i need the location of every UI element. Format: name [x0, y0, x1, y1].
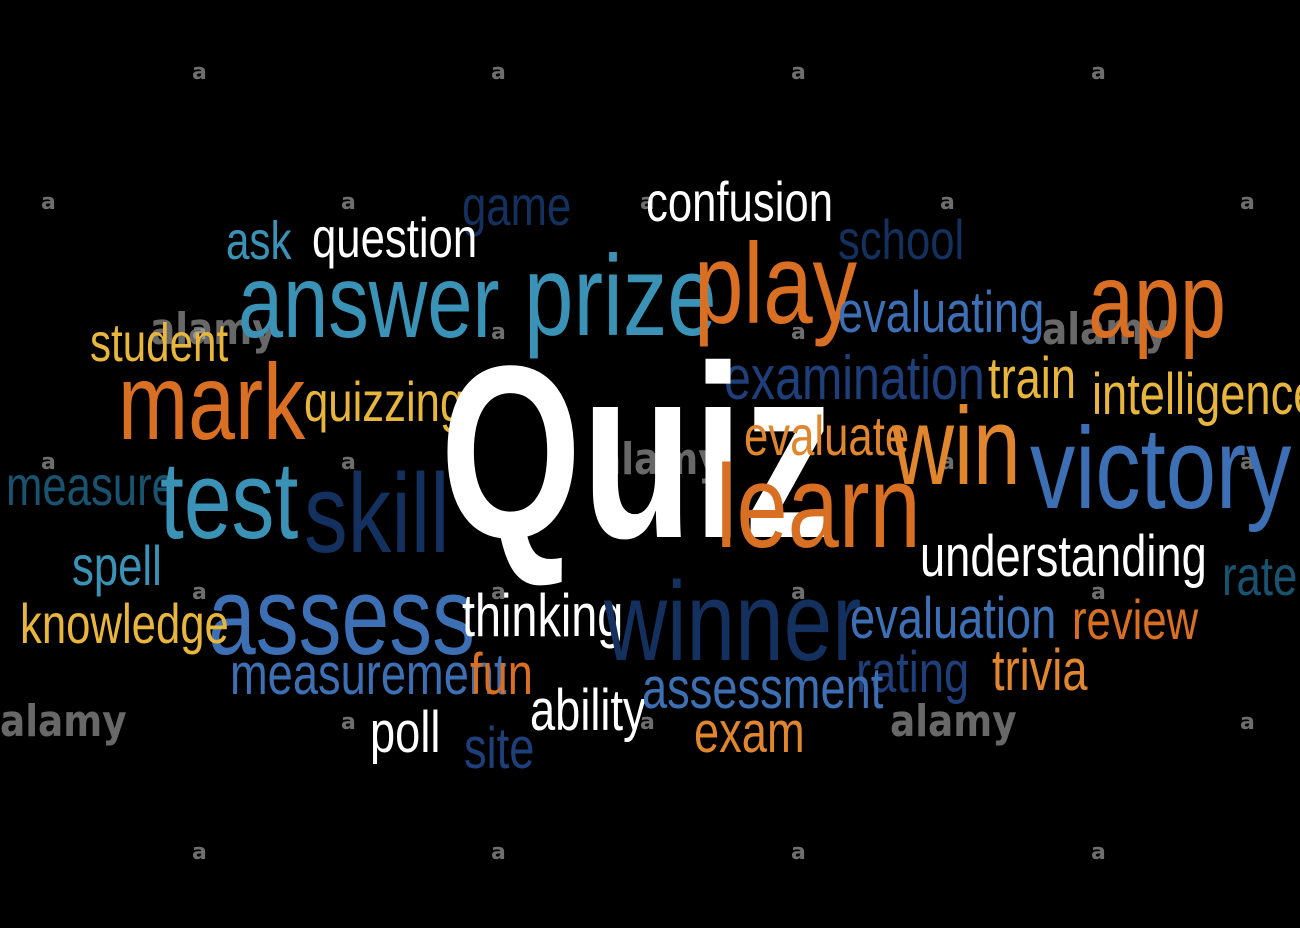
watermark-letter: a	[341, 710, 356, 735]
word-thinking: thinking	[462, 582, 624, 649]
word-prize: prize	[524, 233, 717, 360]
word-learn: learn	[716, 441, 921, 573]
word-evaluating: evaluating	[838, 280, 1045, 345]
watermark-letter: a	[791, 580, 806, 605]
word-intelligence: intelligence	[1092, 362, 1300, 427]
word-rate: rate	[1222, 544, 1298, 607]
watermark-letter: a	[1091, 580, 1106, 605]
watermark-letter: a	[491, 580, 506, 605]
word-play: play	[694, 221, 858, 348]
word-school: school	[838, 208, 965, 271]
watermark-letter: a	[41, 190, 56, 215]
watermark-letter: a	[341, 190, 356, 215]
word-rating: rating	[856, 640, 970, 705]
watermark-letter: a	[491, 840, 506, 865]
word-ability: ability	[530, 678, 646, 743]
watermark-letter: a	[1091, 60, 1106, 85]
word-evaluation: evaluation	[850, 586, 1057, 651]
word-student: student	[90, 313, 229, 373]
watermark-letter: a	[192, 580, 207, 605]
word-winner: winner	[604, 559, 862, 684]
word-poll: poll	[370, 700, 441, 765]
watermark-letter: a	[491, 60, 506, 85]
watermark-letter: a	[640, 710, 655, 735]
word-skill: skill	[304, 451, 450, 576]
watermark-letter: a	[341, 450, 356, 475]
word-measure: measure	[6, 454, 176, 517]
word-train: train	[988, 346, 1077, 411]
word-quiz: Quiz	[440, 315, 835, 590]
word-trivia: trivia	[992, 638, 1088, 703]
watermark-letter: a	[940, 450, 955, 475]
watermark-letter: a	[791, 320, 806, 345]
word-test: test	[160, 439, 299, 562]
word-quizzing: quizzing	[304, 370, 465, 433]
word-game: game	[462, 174, 572, 237]
word-ask: ask	[226, 211, 292, 271]
word-evaluate: evaluate	[744, 404, 910, 467]
watermark-letter: a	[1240, 190, 1255, 215]
word-exam: exam	[694, 700, 805, 765]
watermark-letter: a	[192, 840, 207, 865]
word-review: review	[1072, 588, 1199, 651]
watermark-brand: alamy	[150, 304, 277, 355]
word-app: app	[1088, 242, 1226, 360]
word-site: site	[464, 716, 535, 781]
word-assess: assess	[208, 555, 476, 678]
word-question: question	[312, 206, 478, 269]
watermark-letter: a	[940, 190, 955, 215]
watermark-brand: alamy	[0, 696, 127, 747]
word-spell: spell	[72, 534, 162, 597]
watermark-letter: a	[41, 450, 56, 475]
watermark-letter: a	[1240, 450, 1255, 475]
word-knowledge: knowledge	[20, 592, 229, 655]
watermark-brand: alamy	[1042, 304, 1169, 355]
watermark-letter: a	[791, 840, 806, 865]
word-answer: answer	[238, 244, 500, 360]
watermark-letter: a	[791, 60, 806, 85]
watermark-letter: a	[1240, 710, 1255, 735]
watermark-brand: alamy	[890, 696, 1017, 747]
watermark-brand: alamy	[596, 434, 723, 485]
word-fun: fun	[470, 642, 533, 707]
word-win: win	[892, 385, 1021, 508]
word-victory: victory	[1030, 403, 1292, 533]
watermark-letter: a	[192, 320, 207, 345]
watermark-letter: a	[1091, 840, 1106, 865]
word-mark: mark	[118, 341, 306, 462]
watermark-letter: a	[192, 60, 207, 85]
word-measurement: measurement	[230, 642, 507, 707]
word-assessment: assessment	[642, 656, 884, 721]
watermark-letter: a	[491, 320, 506, 345]
word-understanding: understanding	[920, 524, 1207, 589]
word-confusion: confusion	[646, 170, 833, 233]
watermark-letter: a	[640, 190, 655, 215]
word-examination: examination	[724, 344, 985, 413]
